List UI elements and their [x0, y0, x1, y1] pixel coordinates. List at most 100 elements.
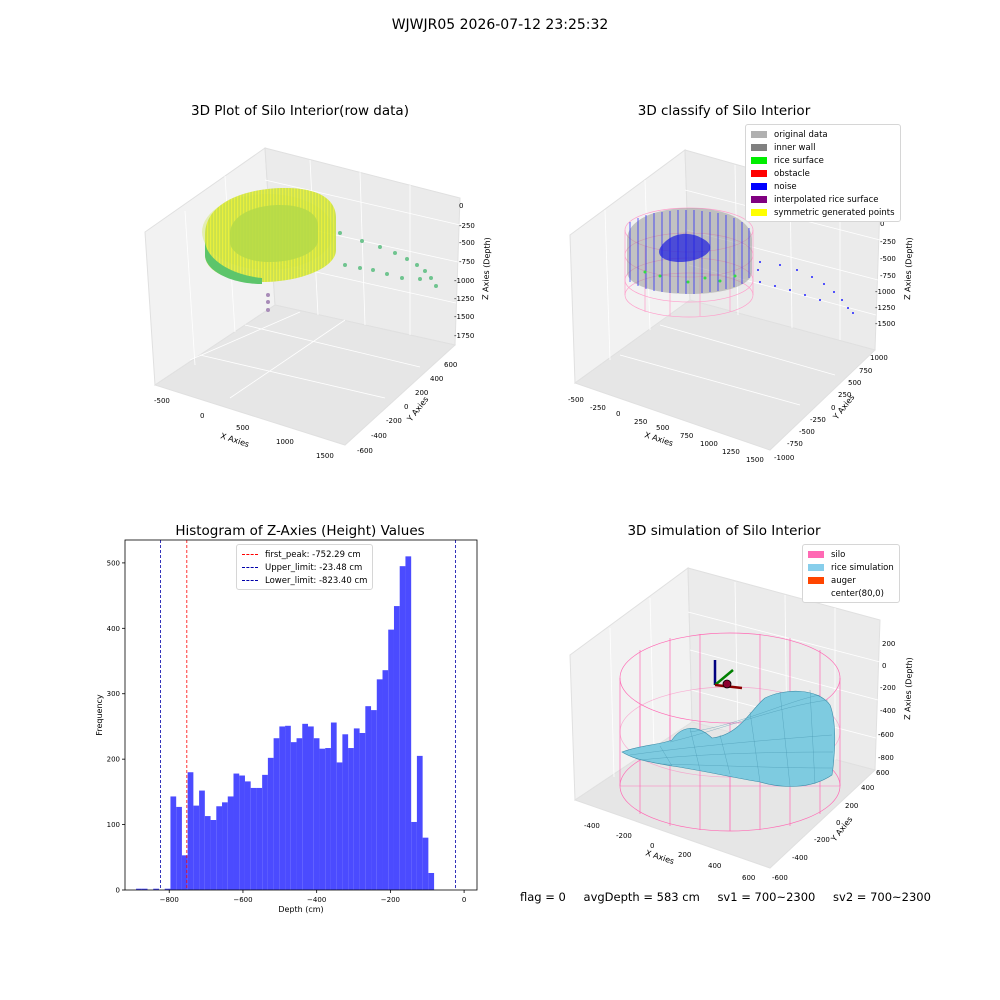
histogram-bar	[199, 790, 205, 890]
classify-legend: original data inner wall rice surface ob…	[745, 124, 901, 222]
histogram-bar	[164, 888, 171, 890]
y-tick-label: 100	[107, 821, 120, 829]
histogram-bar	[279, 726, 286, 890]
svg-text:-500: -500	[880, 255, 896, 263]
histogram-bar	[388, 629, 394, 890]
svg-text:-500: -500	[154, 397, 170, 405]
svg-text:-400: -400	[584, 822, 600, 830]
svg-text:0: 0	[200, 412, 204, 420]
classify-z-ticks: 0 -250 -500 -750 -1000 -1250 -1500	[875, 220, 896, 328]
svg-text:-400: -400	[371, 432, 387, 440]
raw-3d-plot: -500 0 500 1000 1500 X Axies 600 400 200…	[144, 147, 492, 460]
svg-text:250: 250	[634, 418, 647, 426]
raw-ring-inner	[230, 205, 318, 262]
svg-text:-400: -400	[880, 707, 896, 715]
svg-text:200: 200	[415, 389, 428, 397]
x-tick-label: 0	[462, 896, 466, 904]
svg-text:0: 0	[650, 842, 654, 850]
simulation-plot-title: 3D simulation of Silo Interior	[627, 523, 821, 539]
raw-plot-title: 3D Plot of Silo Interior(row data)	[191, 103, 409, 119]
sim-z-label: Z Axies (Depth)	[903, 657, 914, 720]
svg-text:-250: -250	[459, 222, 475, 230]
svg-text:500: 500	[848, 379, 861, 387]
histogram-bar	[428, 872, 435, 890]
histogram-bar	[136, 888, 142, 890]
classify-rice-points	[643, 270, 737, 284]
svg-text:-200: -200	[616, 832, 632, 840]
legend-item-obstacle: obstacle	[751, 167, 895, 180]
svg-text:0: 0	[831, 404, 835, 412]
sim-z-ticks: 200 0 -200 -400 -600 -800	[878, 640, 896, 762]
histogram-bar	[239, 775, 245, 890]
sim-auger-marker	[722, 679, 732, 689]
classify-pane-floor	[573, 299, 876, 451]
histogram-bar	[267, 757, 274, 890]
histogram-bar	[376, 679, 383, 890]
histogram-bar	[313, 738, 320, 890]
legend-swatch	[808, 577, 824, 584]
y-axis-label: Frequency	[95, 694, 104, 736]
svg-text:-1500: -1500	[454, 313, 474, 321]
legend-item-noise: noise	[751, 180, 895, 193]
histogram-bar	[308, 726, 314, 890]
svg-text:-500: -500	[568, 396, 584, 404]
svg-text:250: 250	[838, 391, 851, 399]
histogram-bar	[371, 710, 377, 890]
svg-text:-600: -600	[357, 447, 373, 455]
raw-z-ticks: 0 -250 -500 -750 -1000 -1250 -1500 -1750	[454, 202, 475, 340]
legend-swatch	[751, 183, 767, 190]
histogram-bar	[330, 722, 337, 890]
x-axis-label: Depth (cm)	[278, 905, 323, 914]
histogram-bar	[187, 772, 194, 890]
svg-text:400: 400	[861, 784, 874, 792]
histogram-bar	[405, 556, 412, 890]
sim-y-arrow	[714, 669, 734, 686]
histogram-bar	[325, 748, 331, 890]
histogram-bar	[170, 796, 177, 890]
histogram-bar	[262, 774, 268, 890]
svg-text:-1250: -1250	[454, 295, 474, 303]
svg-text:-750: -750	[880, 272, 896, 280]
svg-text:600: 600	[876, 769, 889, 777]
sim-y-label: Y Axies	[829, 815, 855, 844]
status-footer: flag = 0 avgDepth = 583 cm sv1 = 700~230…	[520, 890, 945, 904]
legend-swatch	[751, 131, 767, 138]
histogram-bar	[399, 566, 406, 890]
legend-swatch	[751, 209, 767, 216]
svg-text:1000: 1000	[276, 438, 294, 446]
y-tick-label: 400	[107, 625, 120, 633]
legend-swatch	[808, 564, 824, 571]
sv1-text: sv1 = 700~2300	[717, 890, 816, 904]
histogram-bar	[411, 821, 417, 890]
classify-z-label: Z Axies (Depth)	[903, 237, 914, 300]
svg-text:600: 600	[742, 874, 755, 882]
classify-plot-title: 3D classify of Silo Interior	[637, 103, 811, 119]
histogram-bar	[216, 806, 223, 890]
x-tick-label: −400	[307, 896, 326, 904]
classify-y-ticks: 1000 750 500 250 0 -250 -500 -750 -1000	[774, 354, 888, 462]
sim-x-label: X Axies	[644, 848, 675, 866]
raw-y-label: Y Axies	[405, 395, 431, 424]
y-tick-label: 500	[107, 559, 120, 567]
histogram-bar	[302, 723, 309, 890]
svg-text:1250: 1250	[722, 448, 740, 456]
legend-swatch	[808, 551, 824, 558]
raw-z-label: Z Axies (Depth)	[481, 237, 492, 300]
sim-rice-surface	[621, 690, 836, 787]
x-tick-label: −200	[381, 896, 400, 904]
legend-swatch	[751, 144, 767, 151]
classify-x-label: X Axies	[643, 430, 674, 448]
svg-text:-500: -500	[459, 239, 475, 247]
svg-text:-200: -200	[386, 417, 402, 425]
histogram-bar	[204, 816, 211, 890]
avg-depth-text: avgDepth = 583 cm	[583, 890, 700, 904]
sim-rice-mesh	[629, 689, 834, 787]
histogram-bar	[193, 805, 200, 890]
svg-text:-1000: -1000	[454, 277, 474, 285]
svg-text:-600: -600	[772, 874, 788, 882]
raw-x-ticks: -500 0 500 1000 1500	[154, 397, 334, 460]
raw-x-label: X Axies	[219, 431, 250, 449]
svg-text:-750: -750	[787, 440, 803, 448]
raw-outlier-points	[266, 293, 270, 312]
